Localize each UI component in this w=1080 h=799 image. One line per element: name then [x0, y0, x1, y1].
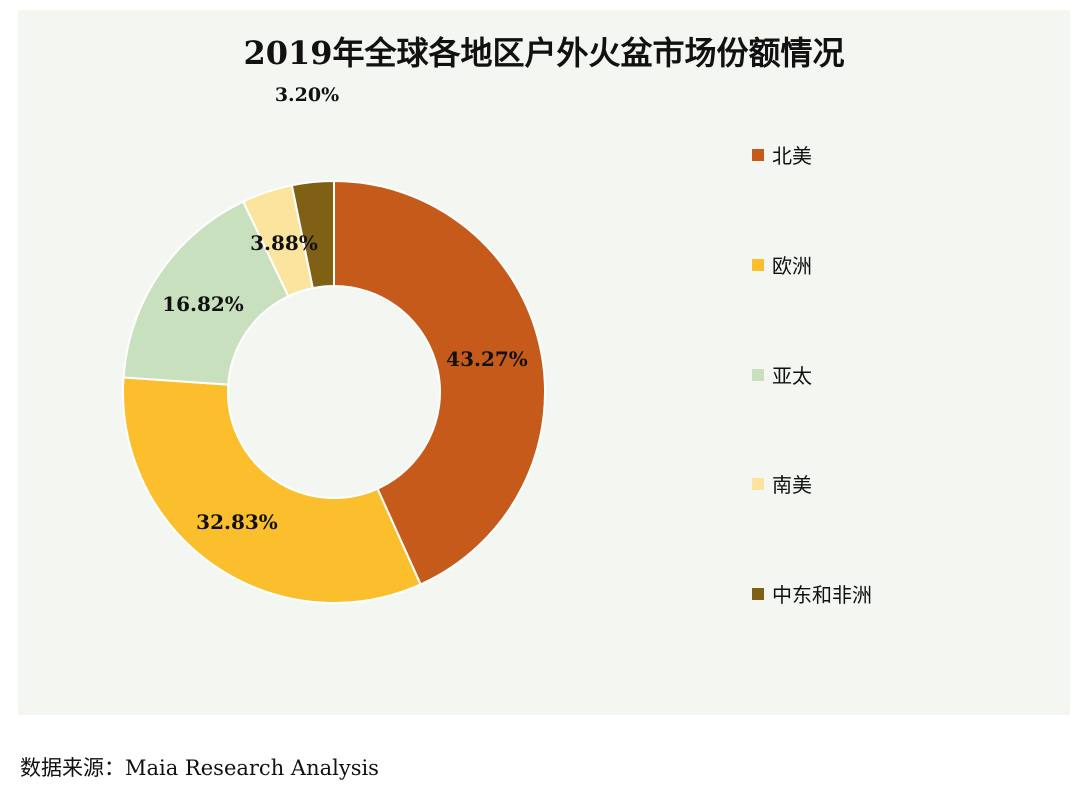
donut-slice-middle-east-africa [290, 179, 335, 290]
legend-label: 南美 [772, 473, 812, 497]
data-label-south-america: 3.88% [250, 231, 318, 255]
legend-item-north-america: 北美 [752, 140, 812, 169]
donut-slice-europe [122, 376, 422, 604]
data-label-asia-pacific: 16.82% [162, 292, 244, 316]
data-label-europe: 32.83% [196, 510, 278, 534]
legend-swatch [752, 587, 764, 600]
legend-item-middle-east-africa: 中东和非洲 [752, 579, 872, 608]
chart-title: 2019年全球各地区户外火盆市场份额情况 [243, 34, 845, 72]
legend-swatch [752, 148, 764, 161]
legend-swatch [752, 368, 764, 381]
legend-label: 中东和非洲 [772, 583, 872, 607]
legend-item-south-america: 南美 [752, 469, 812, 498]
legend-item-asia-pacific: 亚太 [752, 360, 812, 389]
legend-label: 欧洲 [772, 254, 812, 278]
donut-slice-north-america [333, 179, 546, 586]
legend-item-europe: 欧洲 [752, 250, 812, 279]
legend-swatch [752, 477, 764, 490]
data-label-north-america: 43.27% [446, 347, 528, 371]
legend-swatch [752, 258, 764, 271]
donut-slice-asia-pacific [122, 200, 290, 386]
legend-label: 亚太 [772, 364, 812, 388]
data-label-middle-east-africa: 3.20% [275, 84, 339, 106]
legend-label: 北美 [772, 144, 812, 168]
source-note: 数据来源：Maia Research Analysis [20, 756, 379, 780]
